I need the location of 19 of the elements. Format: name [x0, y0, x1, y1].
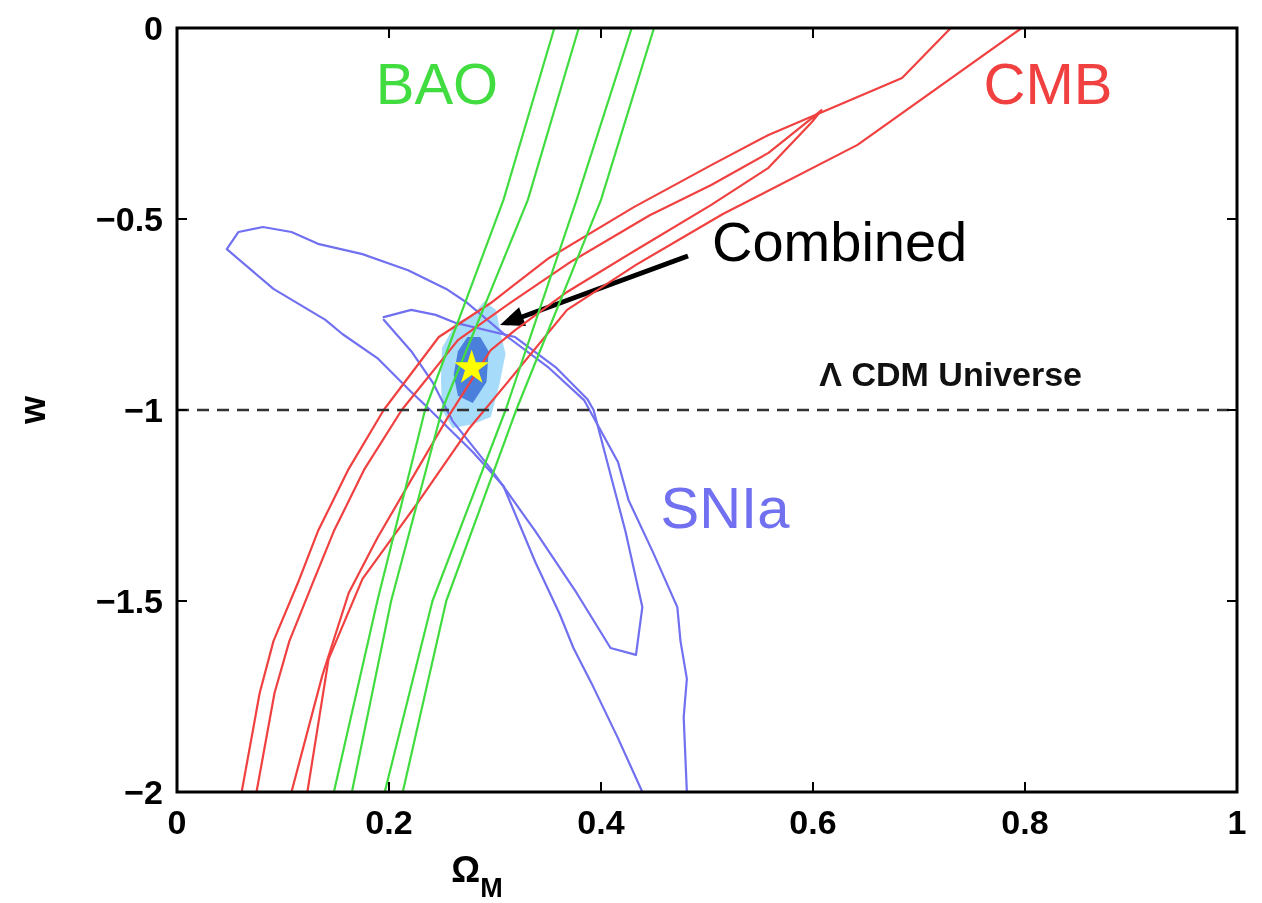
series-label: BAO: [375, 51, 499, 116]
annotation: Combined: [712, 210, 968, 273]
series-label: CMB: [983, 51, 1113, 116]
x-tick-label: 1: [1227, 803, 1247, 841]
y-tick-label: −2: [124, 773, 163, 811]
x-tick-label: 0.6: [789, 803, 837, 841]
y-tick-label: 0: [144, 9, 163, 47]
y-tick-label: −1: [124, 391, 163, 429]
y-axis-title: w: [12, 395, 53, 426]
x-tick-label: 0: [167, 803, 187, 841]
y-tick-label: −1.5: [95, 582, 163, 620]
series-label: SNIa: [660, 475, 791, 540]
x-tick-label: 0.2: [365, 803, 413, 841]
ref-line-label: Λ CDM Universe: [819, 355, 1082, 393]
x-tick-label: 0.8: [1001, 803, 1049, 841]
y-tick-label: −0.5: [95, 200, 163, 238]
x-tick-label: 0.4: [577, 803, 625, 841]
line-series: [382, 308, 644, 656]
x-axis-title: Ω$_{M}$: [451, 849, 503, 903]
